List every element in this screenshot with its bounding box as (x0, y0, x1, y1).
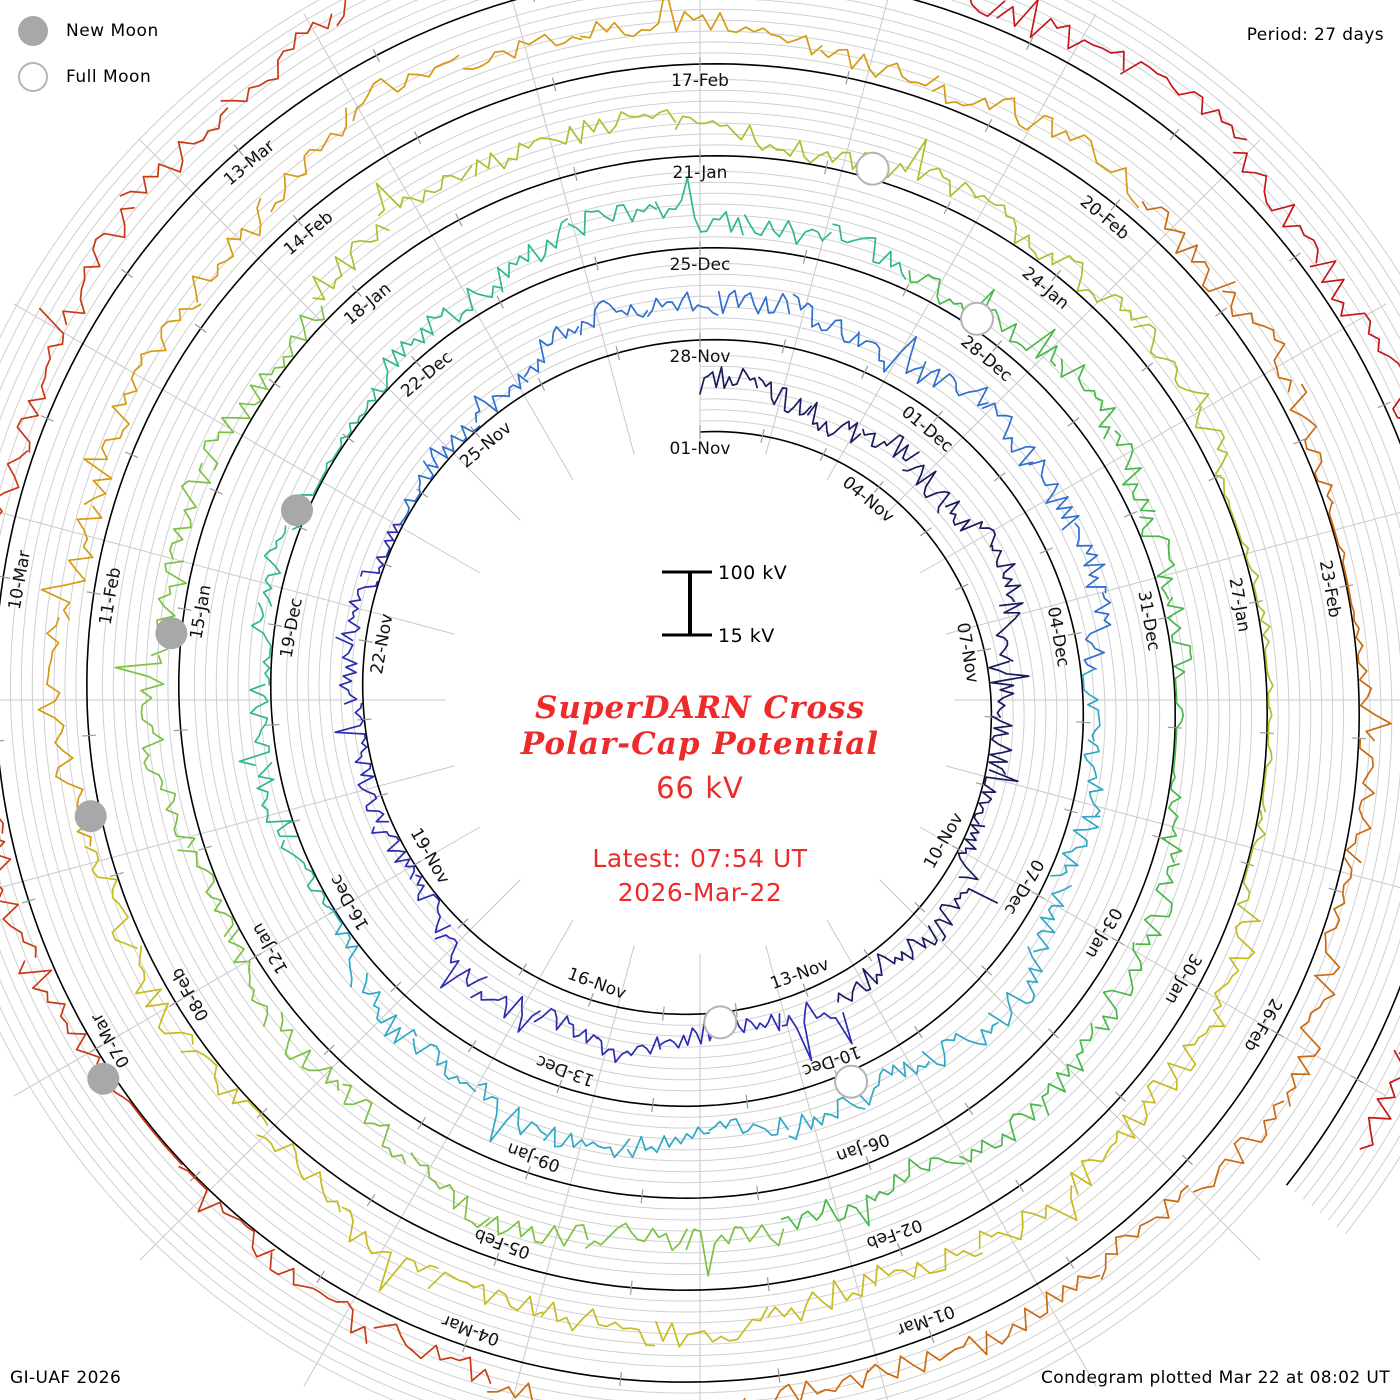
full-moon-marker (834, 1064, 869, 1099)
new-moon-marker (74, 800, 107, 833)
legend-item-full-moon: Full Moon (18, 54, 159, 100)
new-moon-icon (18, 16, 48, 46)
full-moon-marker (703, 1005, 738, 1040)
moon-markers (74, 151, 994, 1099)
scalebar-top-label: 100 kV (718, 562, 788, 584)
date-label: 01-Nov (670, 439, 731, 459)
legend-label-new-moon: New Moon (66, 21, 159, 41)
date-label: 21-Jan (673, 163, 728, 183)
date-label: 08-Feb (167, 964, 213, 1024)
legend-item-new-moon: New Moon (18, 8, 159, 54)
date-label: 05-Feb (472, 1224, 533, 1263)
date-label: 27-Jan (1224, 576, 1253, 634)
date-label: 16-Nov (565, 964, 629, 1004)
date-label: 24-Jan (1018, 263, 1073, 314)
date-label: 15-Jan (186, 583, 215, 641)
full-moon-marker (960, 301, 994, 336)
date-label: 14-Feb (280, 207, 337, 260)
new-moon-marker (281, 494, 313, 527)
moon-phase-legend: New Moon Full Moon (18, 8, 159, 100)
date-label: 20-Feb (1076, 192, 1133, 245)
period-annotation: Period: 27 days (1246, 25, 1384, 45)
date-label: 19-Nov (406, 825, 454, 888)
date-label: 25-Dec (670, 255, 731, 275)
date-label: 17-Feb (671, 71, 729, 91)
date-label: 13-Nov (768, 954, 832, 994)
legend-label-full-moon: Full Moon (66, 67, 152, 87)
date-label: 11-Feb (96, 566, 126, 626)
date-label: 28-Nov (670, 347, 731, 367)
date-label: 16-Dec (326, 871, 374, 934)
plotted-annotation: Condegram plotted Mar 22 at 08:02 UT (1041, 1368, 1390, 1388)
date-label: 19-Dec (277, 596, 307, 659)
date-label: 13-Dec (533, 1051, 597, 1091)
date-label: 07-Nov (952, 621, 982, 685)
date-label: 04-Dec (1043, 605, 1073, 668)
date-label: 23-Feb (1315, 559, 1345, 619)
new-moon-marker (155, 617, 188, 650)
new-moon-marker (87, 1062, 120, 1095)
date-label: 07-Mar (87, 1009, 134, 1071)
scalebar-bottom-label: 15 kV (718, 625, 775, 647)
date-label: 22-Nov (367, 612, 397, 676)
date-label: 18-Jan (340, 279, 395, 330)
date-label: 06-Jan (834, 1128, 892, 1166)
date-label: 31-Dec (1133, 589, 1163, 652)
date-label: 12-Jan (248, 919, 293, 977)
credit-annotation: GI-UAF 2026 (10, 1368, 122, 1388)
full-moon-icon (18, 62, 48, 92)
date-label: 10-Nov (920, 809, 968, 872)
date-label: 10-Mar (5, 549, 35, 611)
full-moon-marker (855, 151, 890, 186)
scale-bar (662, 570, 712, 637)
